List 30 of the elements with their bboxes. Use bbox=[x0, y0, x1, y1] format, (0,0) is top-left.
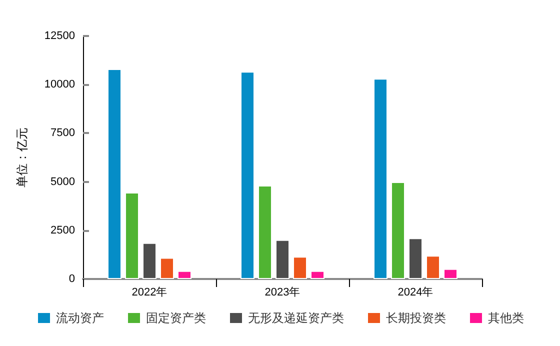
y-tick-label: 7500 bbox=[50, 127, 75, 140]
bar bbox=[444, 268, 458, 279]
bar bbox=[426, 256, 440, 279]
y-tick-label: 0 bbox=[68, 273, 75, 285]
bar bbox=[142, 242, 156, 279]
bar bbox=[258, 185, 272, 279]
y-tick-label: 2500 bbox=[50, 224, 75, 236]
legend-label: 无形及递延资产类 bbox=[248, 311, 344, 325]
y-tick-label: 10000 bbox=[44, 78, 75, 91]
legend-label: 固定资产类 bbox=[146, 311, 206, 325]
bar bbox=[408, 238, 422, 279]
bar bbox=[108, 69, 122, 279]
y-tick-label: 5000 bbox=[50, 176, 75, 188]
bar bbox=[293, 256, 307, 279]
bar bbox=[160, 258, 174, 279]
bar bbox=[178, 270, 192, 279]
x-tick-label: 2024年 bbox=[398, 286, 434, 298]
bar bbox=[276, 240, 290, 279]
bar bbox=[391, 182, 405, 279]
y-axis-title: 单位：亿元 bbox=[15, 128, 29, 188]
legend-label: 长期投资类 bbox=[386, 311, 446, 325]
legend-label: 流动资产 bbox=[56, 311, 104, 325]
bar bbox=[310, 270, 324, 279]
x-tick-label: 2022年 bbox=[132, 286, 168, 298]
y-tick-label: 12500 bbox=[44, 30, 75, 42]
bar bbox=[125, 192, 139, 279]
x-tick-label: 2023年 bbox=[264, 286, 300, 298]
legend-label: 其他类 bbox=[488, 311, 524, 325]
bar bbox=[240, 72, 254, 279]
bar bbox=[374, 78, 388, 279]
